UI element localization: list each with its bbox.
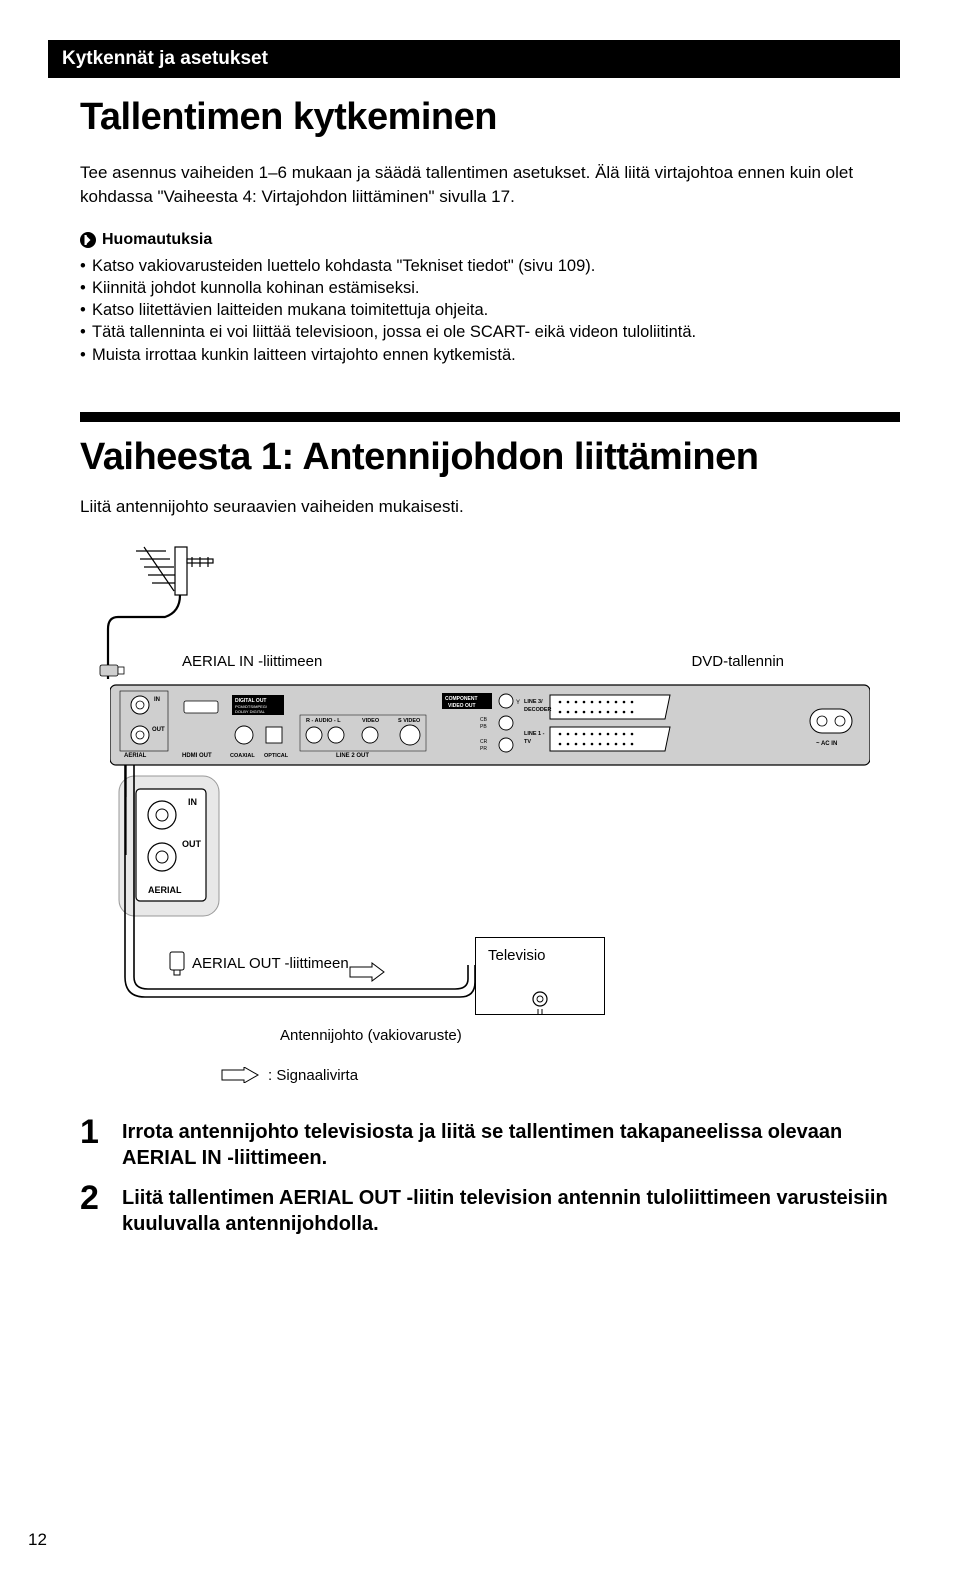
signal-legend: : Signaalivirta (220, 1067, 358, 1084)
tv-box: Televisio (475, 937, 605, 1015)
section-title: Vaiheesta 1: Antennijohdon liittäminen (80, 436, 900, 479)
note-item: Tätä tallenninta ei voi liittää televisi… (80, 321, 900, 343)
svg-text:OUT: OUT (182, 839, 202, 849)
svg-text:PB: PB (480, 724, 487, 730)
note-icon (80, 232, 96, 248)
svg-text:~ AC IN: ~ AC IN (816, 741, 837, 747)
svg-text:LINE 2 OUT: LINE 2 OUT (336, 753, 369, 759)
svg-text:Y: Y (516, 700, 520, 706)
dvd-back-panel: IN OUT AERIAL HDMI OUT DIGITAL OUT PCM/D… (110, 679, 870, 771)
svg-text:IN: IN (188, 797, 197, 807)
note-item: Muista irrottaa kunkin laitteen virtajoh… (80, 344, 900, 366)
svg-text:DOLBY DIGITAL: DOLBY DIGITAL (235, 709, 266, 714)
note-item: Katso liitettävien laitteiden mukana toi… (80, 299, 900, 321)
svg-text:LINE 1 -: LINE 1 - (524, 731, 545, 737)
intro-text: Tee asennus vaiheiden 1–6 mukaan ja sääd… (80, 161, 900, 209)
steps-list: 1 Irrota antennijohto televisiosta ja li… (80, 1115, 900, 1237)
svg-text:R - AUDIO - L: R - AUDIO - L (306, 718, 341, 724)
page-number: 12 (28, 1530, 47, 1550)
svg-text:VIDEO: VIDEO (362, 718, 380, 724)
svg-text:COMPONENT: COMPONENT (445, 696, 478, 702)
svg-text:HDMI OUT: HDMI OUT (182, 753, 212, 759)
svg-text:CB: CB (480, 717, 488, 723)
dvd-label: DVD-tallennin (691, 653, 784, 670)
tv-label: Televisio (488, 947, 546, 964)
aerial-out-plug-icon (166, 950, 190, 981)
svg-text:DECODER: DECODER (524, 707, 552, 713)
aerial-module-zoom: IN OUT AERIAL (132, 785, 210, 905)
section-tab-label: Kytkennät ja asetukset (62, 48, 268, 69)
connection-diagram: AERIAL IN -liittimeen DVD-tallennin IN O… (80, 537, 900, 1097)
svg-text:TV: TV (524, 739, 531, 745)
svg-text:VIDEO OUT: VIDEO OUT (448, 703, 476, 709)
svg-text:AERIAL: AERIAL (148, 885, 182, 895)
svg-text:OUT: OUT (152, 727, 165, 733)
notes-heading: Huomautuksia (80, 231, 900, 249)
signal-label: : Signaalivirta (268, 1067, 358, 1084)
page-title: Tallentimen kytkeminen (80, 96, 900, 139)
note-item: Kiinnitä johdot kunnolla kohinan estämis… (80, 277, 900, 299)
aerial-in-label: AERIAL IN -liittimeen (182, 653, 322, 670)
svg-text:OPTICAL: OPTICAL (264, 753, 289, 759)
svg-text:AERIAL: AERIAL (124, 753, 147, 759)
section-divider (80, 412, 900, 422)
signal-arrow-icon (220, 1067, 260, 1083)
svg-text:IN: IN (154, 697, 160, 703)
svg-text:LINE 3/: LINE 3/ (524, 699, 543, 705)
note-item: Katso vakiovarusteiden luettelo kohdasta… (80, 255, 900, 277)
svg-text:PR: PR (480, 746, 487, 752)
aerial-out-label: AERIAL OUT -liittimeen (192, 955, 349, 972)
section-tab: Kytkennät ja asetukset (48, 40, 900, 78)
step-item: 2 Liitä tallentimen AERIAL OUT -liitin t… (80, 1181, 900, 1237)
step-number: 1 (80, 1115, 108, 1171)
notes-heading-label: Huomautuksia (102, 231, 212, 249)
svg-text:COAXIAL: COAXIAL (230, 753, 255, 759)
cable-label: Antennijohto (vakiovaruste) (280, 1027, 462, 1044)
svg-text:CR: CR (480, 739, 488, 745)
section-intro: Liitä antennijohto seuraavien vaiheiden … (80, 497, 900, 517)
step-number: 2 (80, 1181, 108, 1237)
step-text: Liitä tallentimen AERIAL OUT -liitin tel… (122, 1181, 900, 1237)
svg-text:S VIDEO: S VIDEO (398, 718, 421, 724)
step-text: Irrota antennijohto televisiosta ja liit… (122, 1115, 900, 1171)
notes-list: Katso vakiovarusteiden luettelo kohdasta… (80, 255, 900, 366)
step-item: 1 Irrota antennijohto televisiosta ja li… (80, 1115, 900, 1171)
